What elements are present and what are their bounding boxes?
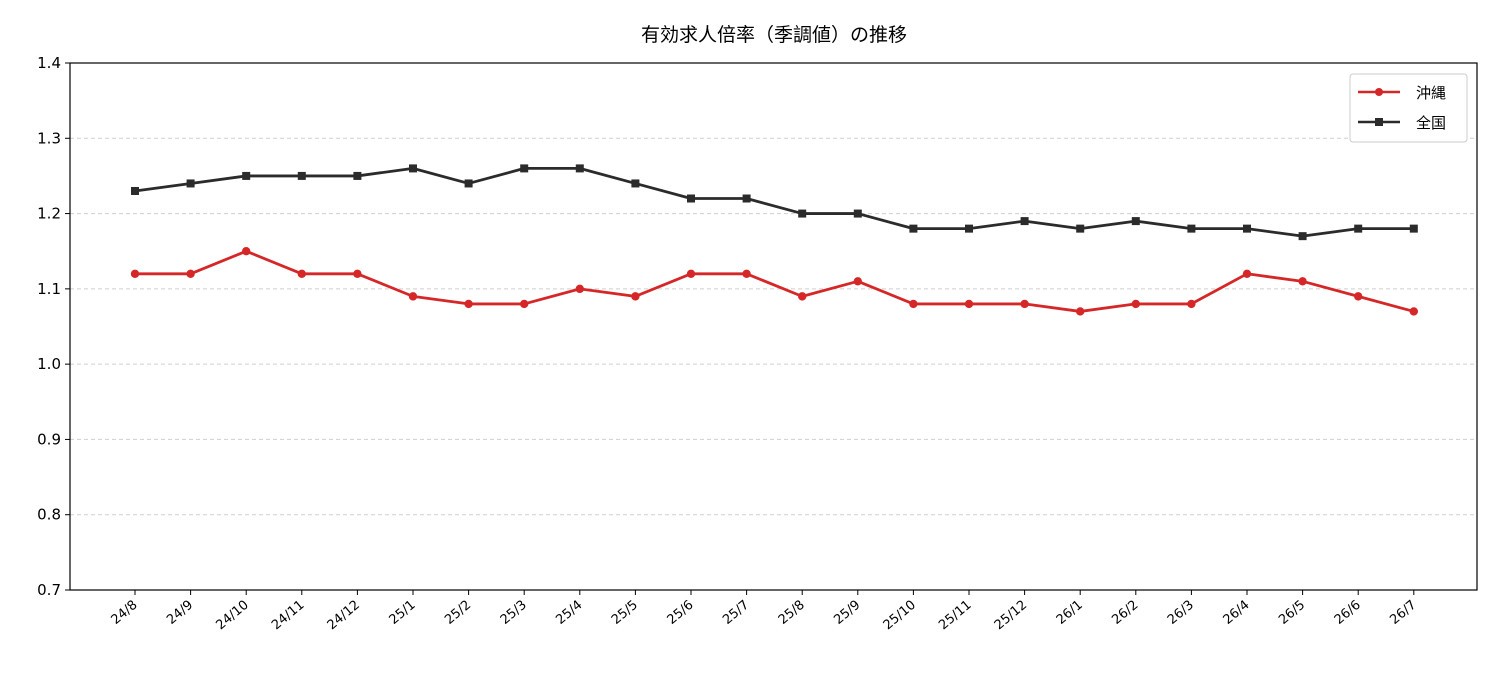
data-point <box>853 209 862 218</box>
data-point <box>1354 292 1363 301</box>
y-tick-label: 1.0 <box>37 355 61 373</box>
data-point <box>1020 217 1029 226</box>
data-point <box>464 299 473 309</box>
data-point <box>242 247 251 256</box>
data-point <box>131 186 139 195</box>
series-line <box>135 249 1415 313</box>
data-point <box>964 299 974 309</box>
grid-lines <box>70 137 1477 516</box>
data-point <box>853 277 862 286</box>
data-point <box>687 194 695 203</box>
data-point <box>1298 232 1307 241</box>
x-tick-label: 25/6 <box>665 598 697 628</box>
x-tick-label: 24/9 <box>164 598 196 628</box>
data-point <box>742 269 751 278</box>
data-point <box>353 171 362 180</box>
y-axis: 0.7 0.8 0.9 1.0 1.1 1.2 1.3 1.4 <box>37 54 70 599</box>
data-point <box>1243 224 1251 233</box>
data-point <box>631 292 640 301</box>
y-tick-label: 0.9 <box>37 430 61 448</box>
x-axis: 24/8 24/9 24/10 24/11 24/12 25/1 25/2 25/3 25/4 2… <box>109 590 1419 634</box>
legend-marker-national <box>1375 118 1383 126</box>
x-tick-label: 26/6 <box>1332 598 1364 628</box>
y-tick-label: 1.2 <box>37 205 61 223</box>
x-tick-label: 25/8 <box>776 598 808 628</box>
data-point <box>464 179 473 188</box>
data-point <box>242 171 251 180</box>
data-point <box>130 269 140 278</box>
legend-marker-okinawa <box>1375 88 1383 96</box>
x-tick-label: 25/7 <box>720 598 752 628</box>
data-point <box>1131 299 1141 309</box>
series-layer <box>130 164 1419 316</box>
data-point <box>575 284 584 294</box>
legend-box <box>1349 73 1468 143</box>
data-point <box>1020 299 1029 309</box>
x-tick-label: 26/3 <box>1165 598 1197 628</box>
data-point <box>1076 224 1085 233</box>
series-national <box>131 164 1418 241</box>
data-point <box>1298 277 1307 286</box>
x-tick-label: 25/9 <box>831 598 863 628</box>
x-tick-label: 24/10 <box>213 598 251 634</box>
legend: 沖縄 全国 <box>1349 73 1468 143</box>
data-point <box>186 269 195 278</box>
data-point <box>409 164 417 173</box>
x-tick-label: 25/2 <box>442 598 474 628</box>
data-point <box>297 171 306 180</box>
data-point <box>353 269 362 278</box>
data-point <box>798 292 807 301</box>
series-okinawa <box>130 247 1419 316</box>
x-tick-label: 26/4 <box>1221 598 1253 628</box>
x-tick-label: 25/10 <box>881 598 919 634</box>
data-point <box>1409 307 1419 316</box>
data-point <box>1187 299 1196 309</box>
data-point <box>186 179 195 188</box>
x-tick-label: 26/1 <box>1054 598 1086 628</box>
y-tick-label: 0.7 <box>37 581 61 599</box>
x-tick-label: 25/11 <box>936 598 974 634</box>
x-tick-label: 26/7 <box>1387 598 1419 628</box>
data-point <box>965 224 973 233</box>
y-tick-label: 1.3 <box>37 129 61 147</box>
x-tick-label: 26/2 <box>1109 598 1141 628</box>
data-point <box>631 179 640 188</box>
y-tick-label: 1.4 <box>37 54 61 72</box>
data-point <box>798 209 807 218</box>
legend-label-okinawa: 沖縄 <box>1416 84 1446 102</box>
x-tick-label: 25/5 <box>609 598 641 628</box>
x-tick-label: 25/4 <box>553 598 585 628</box>
data-point <box>1242 269 1252 278</box>
data-point <box>575 164 584 173</box>
data-point <box>1131 217 1140 226</box>
data-point <box>909 224 918 233</box>
x-tick-label: 24/12 <box>325 598 363 634</box>
data-point <box>686 269 696 278</box>
data-point <box>742 194 751 203</box>
legend-label-national: 全国 <box>1416 114 1446 132</box>
data-point <box>297 269 306 278</box>
data-point <box>520 299 529 309</box>
chart-title: 有効求人倍率（季調値）の推移 <box>641 24 907 46</box>
x-tick-label: 24/11 <box>269 598 307 634</box>
data-point <box>408 292 418 301</box>
plot-area-frame <box>69 62 1478 591</box>
data-point <box>1409 224 1418 233</box>
x-tick-label: 25/1 <box>387 598 419 628</box>
x-tick-label: 25/3 <box>498 598 530 628</box>
data-point <box>1187 224 1196 233</box>
data-point <box>520 164 529 173</box>
data-point <box>909 299 918 309</box>
data-point <box>1076 307 1085 316</box>
y-tick-label: 1.1 <box>37 280 61 298</box>
x-tick-label: 24/8 <box>109 598 141 628</box>
x-tick-label: 25/12 <box>992 598 1030 634</box>
data-point <box>1354 224 1363 233</box>
series-line <box>134 166 1414 238</box>
x-tick-label: 26/5 <box>1276 598 1308 628</box>
y-tick-label: 0.8 <box>37 506 61 524</box>
